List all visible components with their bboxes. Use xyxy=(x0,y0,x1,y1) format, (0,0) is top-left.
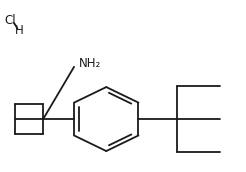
Text: NH₂: NH₂ xyxy=(79,57,102,70)
Text: H: H xyxy=(15,24,24,37)
Text: Cl: Cl xyxy=(5,14,16,28)
